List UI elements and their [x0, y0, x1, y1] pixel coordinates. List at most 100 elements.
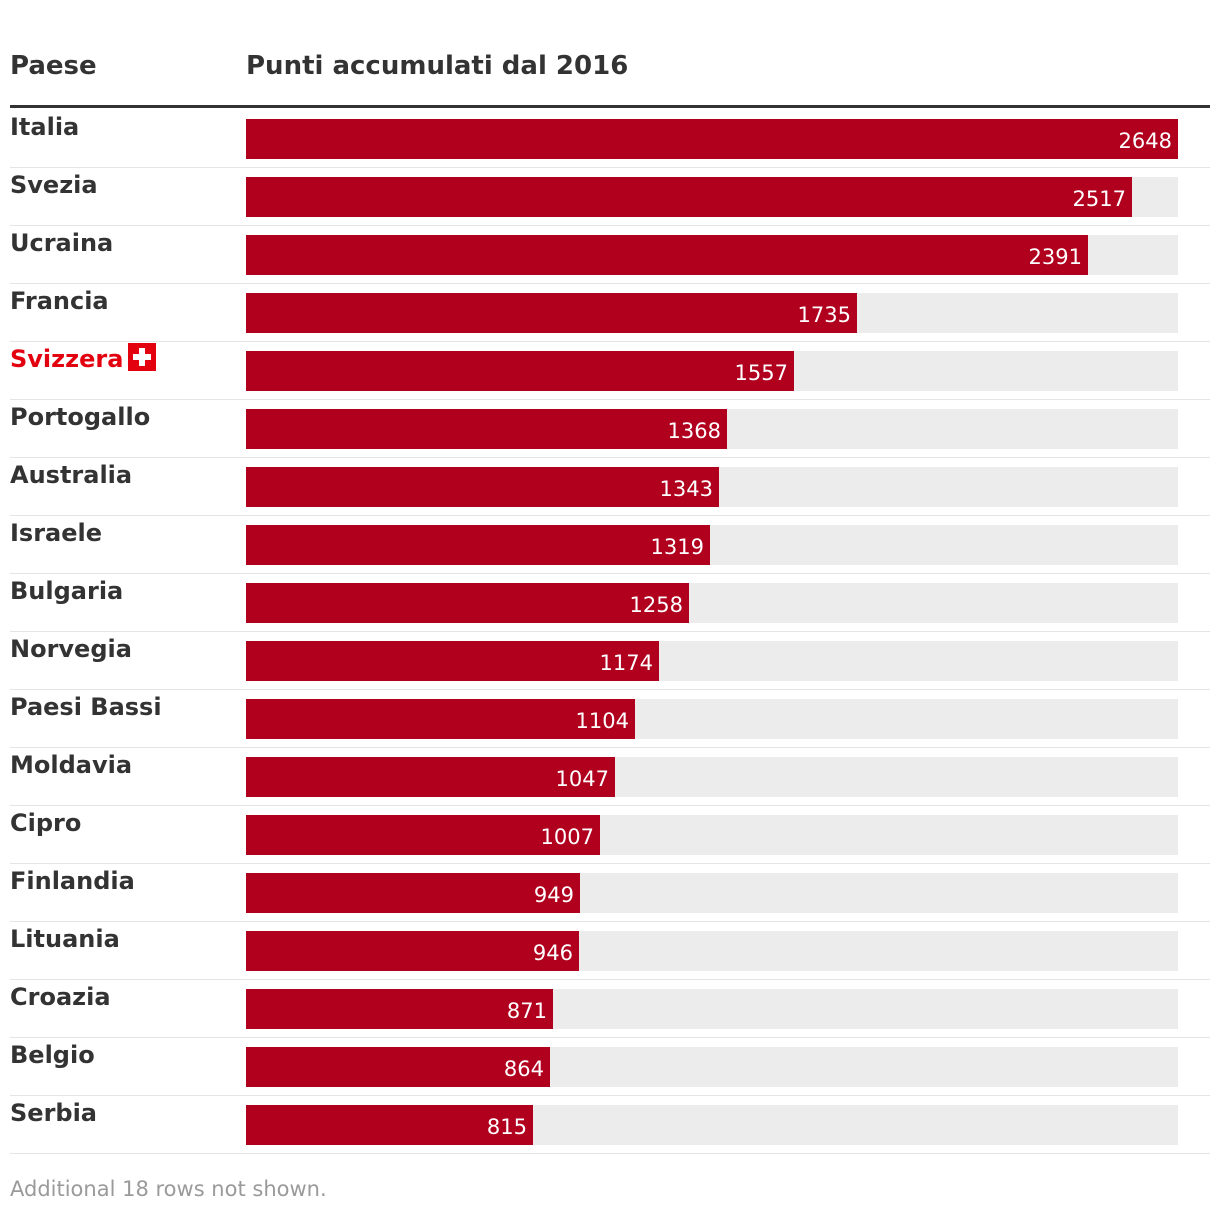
country-label: Ucraina [10, 225, 113, 261]
country-label: Italia [10, 109, 79, 145]
row-divider [10, 1153, 1210, 1154]
table-row: Croazia 871 [10, 979, 1210, 1038]
row-divider [10, 747, 1210, 748]
bar-value-label: 946 [532, 941, 573, 965]
country-label: Finlandia [10, 863, 135, 899]
table-row: Serbia 815 [10, 1095, 1210, 1154]
bar-value-label: 1343 [659, 477, 713, 501]
country-name: Cipro [10, 809, 82, 837]
bar: 946 [246, 931, 579, 971]
bar: 1368 [246, 409, 727, 449]
country-label: Francia [10, 283, 109, 319]
row-divider [10, 1037, 1210, 1038]
table-row: Paesi Bassi 1104 [10, 689, 1210, 748]
bar-track: 1735 [246, 293, 1178, 333]
bar: 2391 [246, 235, 1088, 275]
table-row: Lituania 946 [10, 921, 1210, 980]
country-label: Svizzera [10, 341, 157, 377]
row-divider [10, 863, 1210, 864]
table-row: Bulgaria 1258 [10, 573, 1210, 632]
country-label: Serbia [10, 1095, 97, 1131]
row-divider [10, 515, 1210, 516]
country-name: Australia [10, 461, 133, 489]
country-name: Lituania [10, 925, 120, 953]
table-row: Svezia 2517 [10, 167, 1210, 226]
table-row: Ucraina 2391 [10, 225, 1210, 284]
table-row: Norvegia 1174 [10, 631, 1210, 690]
bar-value-label: 1174 [599, 651, 653, 675]
bar-value-label: 1104 [575, 709, 629, 733]
country-label: Belgio [10, 1037, 95, 1073]
bar: 1007 [246, 815, 600, 855]
country-label: Bulgaria [10, 573, 123, 609]
table-row: Belgio 864 [10, 1037, 1210, 1096]
row-divider [10, 283, 1210, 284]
country-label: Moldavia [10, 747, 132, 783]
country-name: Norvegia [10, 635, 132, 663]
bar: 2517 [246, 177, 1132, 217]
header-divider [10, 105, 1210, 108]
country-name: Svezia [10, 171, 98, 199]
bar-track: 815 [246, 1105, 1178, 1145]
table-row: Italia 2648 [10, 109, 1210, 168]
country-label: Norvegia [10, 631, 132, 667]
country-label: Cipro [10, 805, 81, 841]
row-divider [10, 1095, 1210, 1096]
country-label: Croazia [10, 979, 111, 1015]
bar: 949 [246, 873, 580, 913]
row-divider [10, 167, 1210, 168]
bar: 815 [246, 1105, 533, 1145]
bar-value-label: 949 [533, 883, 574, 907]
bar-track: 864 [246, 1047, 1178, 1087]
country-name: Finlandia [10, 867, 135, 895]
bar: 2648 [246, 119, 1178, 159]
country-name: Moldavia [10, 751, 133, 779]
table-row: Moldavia 1047 [10, 747, 1210, 806]
bar-value-label: 871 [506, 999, 547, 1023]
bar-track: 1258 [246, 583, 1178, 623]
table-row: Svizzera 1557 [10, 341, 1210, 400]
bar-track: 1368 [246, 409, 1178, 449]
bar-value-label: 1368 [667, 419, 721, 443]
country-label: Australia [10, 457, 132, 493]
row-divider [10, 399, 1210, 400]
table-row: Portogallo 1368 [10, 399, 1210, 458]
column-header-points: Punti accumulati dal 2016 [246, 51, 629, 81]
bar-track: 1319 [246, 525, 1178, 565]
table-row: Cipro 1007 [10, 805, 1210, 864]
row-divider [10, 805, 1210, 806]
country-label: Portogallo [10, 399, 150, 435]
bar-track: 871 [246, 989, 1178, 1029]
bar: 1258 [246, 583, 689, 623]
bar-value-label: 1319 [650, 535, 704, 559]
footer-note: Additional 18 rows not shown. [10, 1177, 327, 1201]
bar-value-label: 815 [486, 1115, 527, 1139]
bar: 1557 [246, 351, 794, 391]
country-label: Paesi Bassi [10, 689, 162, 725]
bar-track: 2517 [246, 177, 1178, 217]
bar-track: 946 [246, 931, 1178, 971]
country-name: Svizzera [10, 345, 124, 373]
table-row: Israele 1319 [10, 515, 1210, 574]
row-divider [10, 689, 1210, 690]
country-name: Israele [10, 519, 103, 547]
row-divider [10, 573, 1210, 574]
bar-track: 1104 [246, 699, 1178, 739]
bar-value-label: 2517 [1072, 187, 1126, 211]
bar-value-label: 2648 [1118, 129, 1172, 153]
bar-track: 1007 [246, 815, 1178, 855]
country-label: Israele [10, 515, 102, 551]
bar-track: 2648 [246, 119, 1178, 159]
country-name: Ucraina [10, 229, 114, 257]
bar-value-label: 1047 [555, 767, 609, 791]
bar: 1319 [246, 525, 710, 565]
bar: 871 [246, 989, 553, 1029]
bar-value-label: 1258 [629, 593, 683, 617]
bar: 864 [246, 1047, 550, 1087]
country-name: Portogallo [10, 403, 151, 431]
country-name: Italia [10, 113, 80, 141]
bar: 1343 [246, 467, 719, 507]
bar-value-label: 1735 [797, 303, 851, 327]
row-divider [10, 631, 1210, 632]
